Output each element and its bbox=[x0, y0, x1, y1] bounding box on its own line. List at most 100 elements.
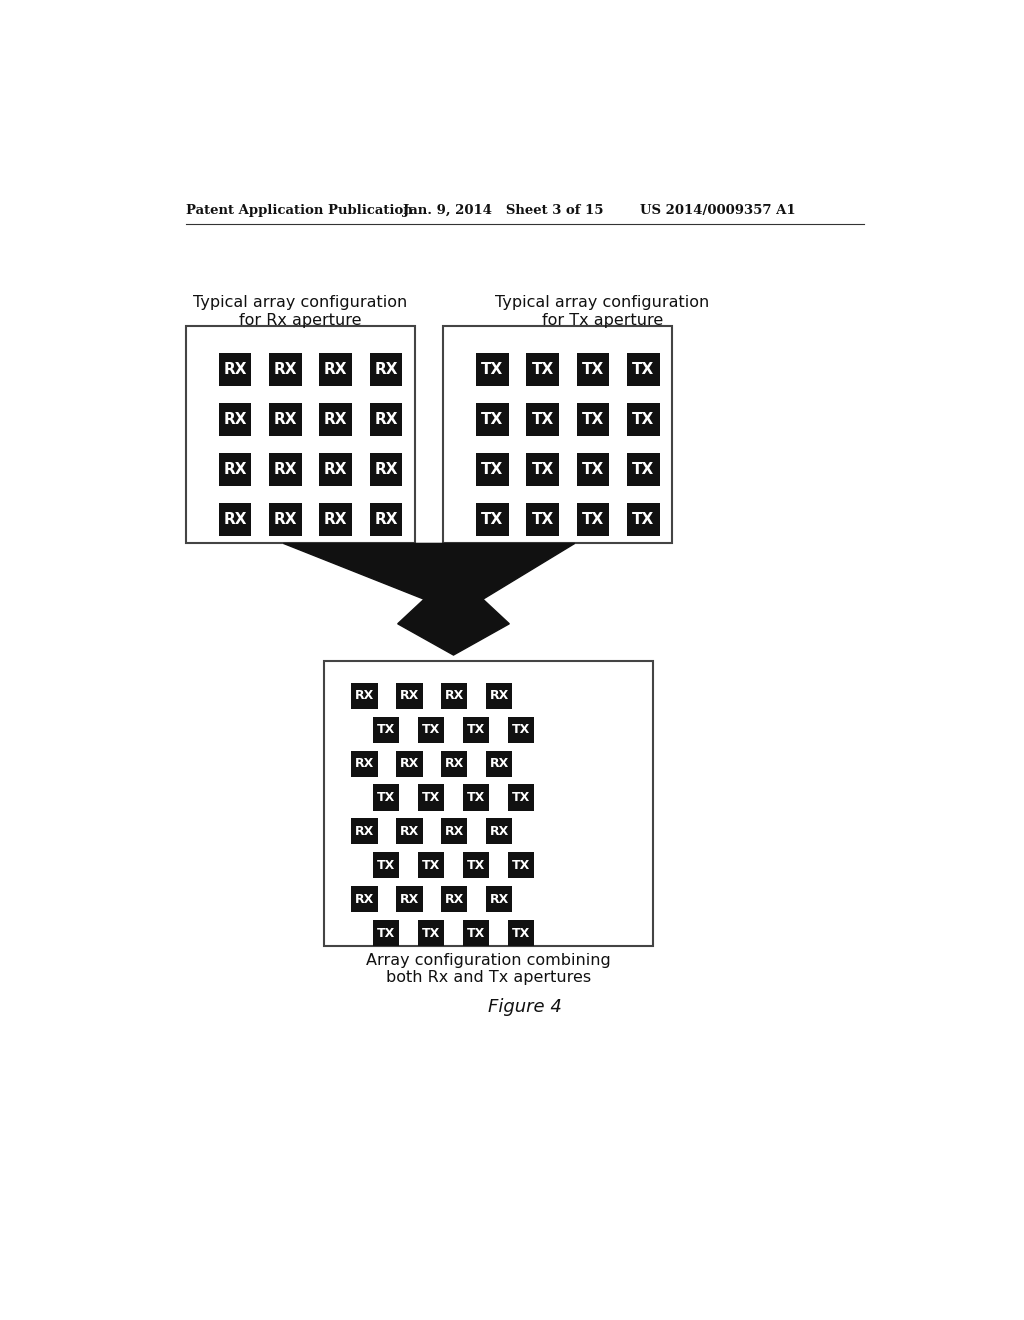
Bar bbox=[418, 784, 444, 810]
Text: RX: RX bbox=[273, 412, 297, 426]
Text: Array configuration combining
both Rx and Tx apertures: Array configuration combining both Rx an… bbox=[367, 953, 611, 986]
Text: TX: TX bbox=[377, 927, 395, 940]
Text: RX: RX bbox=[324, 512, 347, 527]
Text: TX: TX bbox=[422, 859, 440, 871]
Bar bbox=[526, 404, 559, 436]
Bar bbox=[486, 751, 512, 776]
Bar bbox=[396, 818, 423, 845]
Bar bbox=[443, 326, 672, 544]
Text: TX: TX bbox=[481, 412, 504, 426]
Text: TX: TX bbox=[582, 512, 604, 527]
Text: TX: TX bbox=[512, 791, 530, 804]
Bar bbox=[577, 453, 609, 486]
Bar bbox=[351, 751, 378, 776]
Text: TX: TX bbox=[481, 362, 504, 378]
Text: RX: RX bbox=[375, 362, 398, 378]
Bar bbox=[396, 751, 423, 776]
Bar bbox=[370, 354, 402, 385]
Text: TX: TX bbox=[531, 362, 554, 378]
Text: TX: TX bbox=[467, 927, 485, 940]
Bar bbox=[627, 354, 659, 385]
Bar bbox=[486, 682, 512, 709]
Bar bbox=[370, 503, 402, 536]
Bar bbox=[219, 503, 251, 536]
Bar bbox=[627, 404, 659, 436]
Text: RX: RX bbox=[354, 892, 374, 906]
Bar bbox=[351, 682, 378, 709]
Text: RX: RX bbox=[375, 462, 398, 477]
Bar bbox=[526, 503, 559, 536]
Bar bbox=[463, 920, 489, 946]
Text: TX: TX bbox=[632, 362, 654, 378]
Bar bbox=[526, 453, 559, 486]
Text: RX: RX bbox=[223, 412, 247, 426]
Bar bbox=[476, 503, 509, 536]
Text: RX: RX bbox=[223, 512, 247, 527]
Bar bbox=[351, 818, 378, 845]
Text: TX: TX bbox=[531, 462, 554, 477]
Bar bbox=[508, 784, 535, 810]
Bar bbox=[418, 717, 444, 743]
Bar bbox=[577, 503, 609, 536]
Text: TX: TX bbox=[632, 462, 654, 477]
Text: TX: TX bbox=[377, 859, 395, 871]
Bar bbox=[351, 886, 378, 912]
Bar bbox=[373, 920, 399, 946]
Bar bbox=[508, 920, 535, 946]
Text: TX: TX bbox=[467, 859, 485, 871]
Bar bbox=[441, 682, 467, 709]
Text: TX: TX bbox=[422, 927, 440, 940]
Text: TX: TX bbox=[481, 512, 504, 527]
Text: RX: RX bbox=[489, 892, 509, 906]
Bar bbox=[373, 784, 399, 810]
Text: RX: RX bbox=[324, 412, 347, 426]
Text: RX: RX bbox=[354, 758, 374, 770]
Bar bbox=[269, 404, 302, 436]
Text: Jan. 9, 2014   Sheet 3 of 15: Jan. 9, 2014 Sheet 3 of 15 bbox=[403, 205, 603, 218]
Bar bbox=[396, 886, 423, 912]
Text: RX: RX bbox=[354, 825, 374, 838]
Text: RX: RX bbox=[399, 758, 419, 770]
Bar bbox=[463, 784, 489, 810]
Bar bbox=[476, 453, 509, 486]
Text: RX: RX bbox=[324, 462, 347, 477]
Text: Typical array configuration
for Rx aperture: Typical array configuration for Rx apert… bbox=[193, 296, 408, 327]
Text: RX: RX bbox=[399, 689, 419, 702]
Bar bbox=[418, 853, 444, 878]
Text: TX: TX bbox=[422, 791, 440, 804]
Bar bbox=[463, 717, 489, 743]
Text: Typical array configuration
for Tx aperture: Typical array configuration for Tx apert… bbox=[496, 296, 710, 327]
Text: RX: RX bbox=[354, 689, 374, 702]
Bar bbox=[324, 661, 653, 946]
Bar bbox=[486, 818, 512, 845]
Bar bbox=[269, 354, 302, 385]
Bar bbox=[219, 453, 251, 486]
Bar bbox=[186, 326, 415, 544]
Bar bbox=[373, 853, 399, 878]
Text: RX: RX bbox=[399, 825, 419, 838]
Text: TX: TX bbox=[582, 412, 604, 426]
Text: Figure 4: Figure 4 bbox=[487, 998, 562, 1015]
Text: RX: RX bbox=[324, 362, 347, 378]
Bar bbox=[508, 717, 535, 743]
Text: TX: TX bbox=[531, 512, 554, 527]
Text: TX: TX bbox=[481, 462, 504, 477]
Text: RX: RX bbox=[444, 825, 464, 838]
Bar bbox=[508, 853, 535, 878]
Text: TX: TX bbox=[512, 723, 530, 737]
Bar bbox=[486, 886, 512, 912]
Bar bbox=[319, 503, 352, 536]
Bar bbox=[577, 404, 609, 436]
Bar bbox=[396, 682, 423, 709]
Text: RX: RX bbox=[444, 892, 464, 906]
Text: TX: TX bbox=[512, 927, 530, 940]
Text: RX: RX bbox=[375, 512, 398, 527]
Bar bbox=[526, 354, 559, 385]
Text: TX: TX bbox=[422, 723, 440, 737]
Bar bbox=[577, 354, 609, 385]
Text: RX: RX bbox=[444, 758, 464, 770]
Bar bbox=[476, 354, 509, 385]
Polygon shape bbox=[284, 544, 574, 655]
Text: Patent Application Publication: Patent Application Publication bbox=[186, 205, 413, 218]
Text: TX: TX bbox=[377, 791, 395, 804]
